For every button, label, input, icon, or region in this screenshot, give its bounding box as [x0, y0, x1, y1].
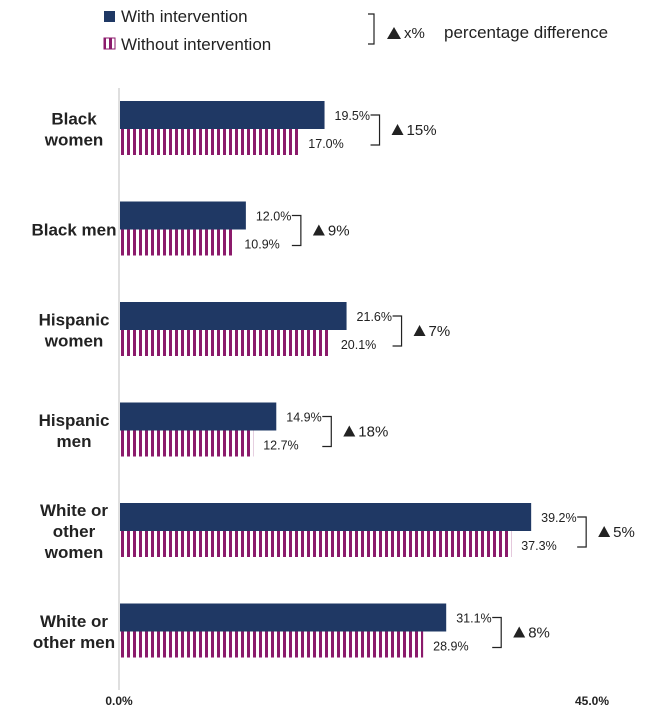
category-label: women	[44, 543, 104, 562]
value-label-without: 10.9%	[244, 238, 279, 252]
bar-without-intervention	[120, 129, 299, 155]
category-label: Black men	[31, 221, 116, 240]
value-label-with: 19.5%	[335, 109, 370, 123]
difference-label: 8%	[528, 625, 550, 642]
bar-group: White or other women 39.2% 37.3% 5%	[40, 501, 635, 562]
value-label-with: 31.1%	[456, 612, 491, 626]
value-label-with: 21.6%	[357, 310, 392, 324]
legend-key-text: percentage difference	[444, 23, 608, 42]
legend-swatch-with	[104, 11, 115, 22]
increase-triangle-icon	[413, 325, 426, 336]
category-label: Hispanic	[39, 311, 110, 330]
value-label-with: 39.2%	[541, 511, 576, 525]
bar-without-intervention	[120, 531, 512, 557]
bar-without-intervention	[120, 430, 254, 457]
bar-group: Black women 19.5% 17.0% 15%	[44, 101, 437, 155]
value-label-without: 17.0%	[308, 137, 343, 151]
category-label: other men	[33, 633, 115, 652]
legend-key-triangle-icon	[387, 27, 401, 39]
difference-label: 7%	[429, 323, 451, 340]
difference-bracket	[291, 214, 302, 247]
value-label-without: 20.1%	[341, 338, 376, 352]
legend: With intervention Without intervention x…	[103, 7, 608, 54]
increase-triangle-icon	[598, 526, 611, 537]
legend-label-without: Without intervention	[121, 35, 271, 54]
difference-bracket	[370, 114, 381, 146]
category-label: White or	[40, 501, 108, 520]
category-label: women	[44, 332, 104, 351]
bar-with-intervention	[120, 503, 532, 531]
bar-with-intervention	[120, 603, 447, 632]
increase-triangle-icon	[513, 626, 526, 638]
bar-group: Black men 12.0% 10.9% 9%	[31, 201, 350, 256]
increase-triangle-icon	[391, 124, 404, 135]
category-label: White or	[40, 612, 108, 631]
bar-without-intervention	[120, 229, 235, 256]
bar-with-intervention	[120, 402, 277, 431]
value-label-without: 28.9%	[433, 640, 468, 654]
bar-with-intervention	[120, 101, 325, 129]
difference-label: 5%	[613, 524, 635, 541]
legend-label-with: With intervention	[121, 7, 248, 26]
bar-group: Hispanic men 14.9% 12.7% 18%	[39, 402, 388, 457]
value-label-with: 14.9%	[286, 411, 321, 425]
difference-bracket	[392, 315, 403, 347]
difference-label: 18%	[358, 424, 388, 441]
legend-key-symbol: x%	[404, 25, 425, 42]
increase-triangle-icon	[343, 425, 356, 437]
bar-without-intervention	[120, 330, 331, 356]
difference-bracket	[492, 616, 502, 649]
increase-triangle-icon	[312, 224, 325, 236]
difference-bracket	[322, 415, 332, 448]
bar-with-intervention	[120, 302, 347, 330]
legend-key-bracket	[368, 13, 375, 45]
bar-without-intervention	[120, 631, 424, 658]
legend-swatch-without	[103, 37, 116, 50]
category-label: Black	[51, 110, 97, 129]
x-tick-label-min: 0.0%	[105, 694, 133, 708]
bar-with-intervention	[120, 201, 246, 230]
category-label: women	[44, 131, 104, 150]
bar-group: White or other men 31.1% 28.9% 8%	[33, 603, 550, 658]
difference-bracket	[577, 516, 587, 548]
category-label: Hispanic	[39, 411, 110, 430]
x-tick-label-max: 45.0%	[575, 694, 609, 708]
difference-label: 9%	[328, 223, 350, 240]
value-label-without: 37.3%	[521, 539, 556, 553]
category-label: men	[57, 432, 92, 451]
bar-group: Hispanic women 21.6% 20.1% 7%	[39, 302, 451, 356]
category-label: other	[53, 522, 96, 541]
value-label-with: 12.0%	[256, 210, 291, 224]
difference-label: 15%	[407, 122, 437, 139]
value-label-without: 12.7%	[263, 439, 298, 453]
